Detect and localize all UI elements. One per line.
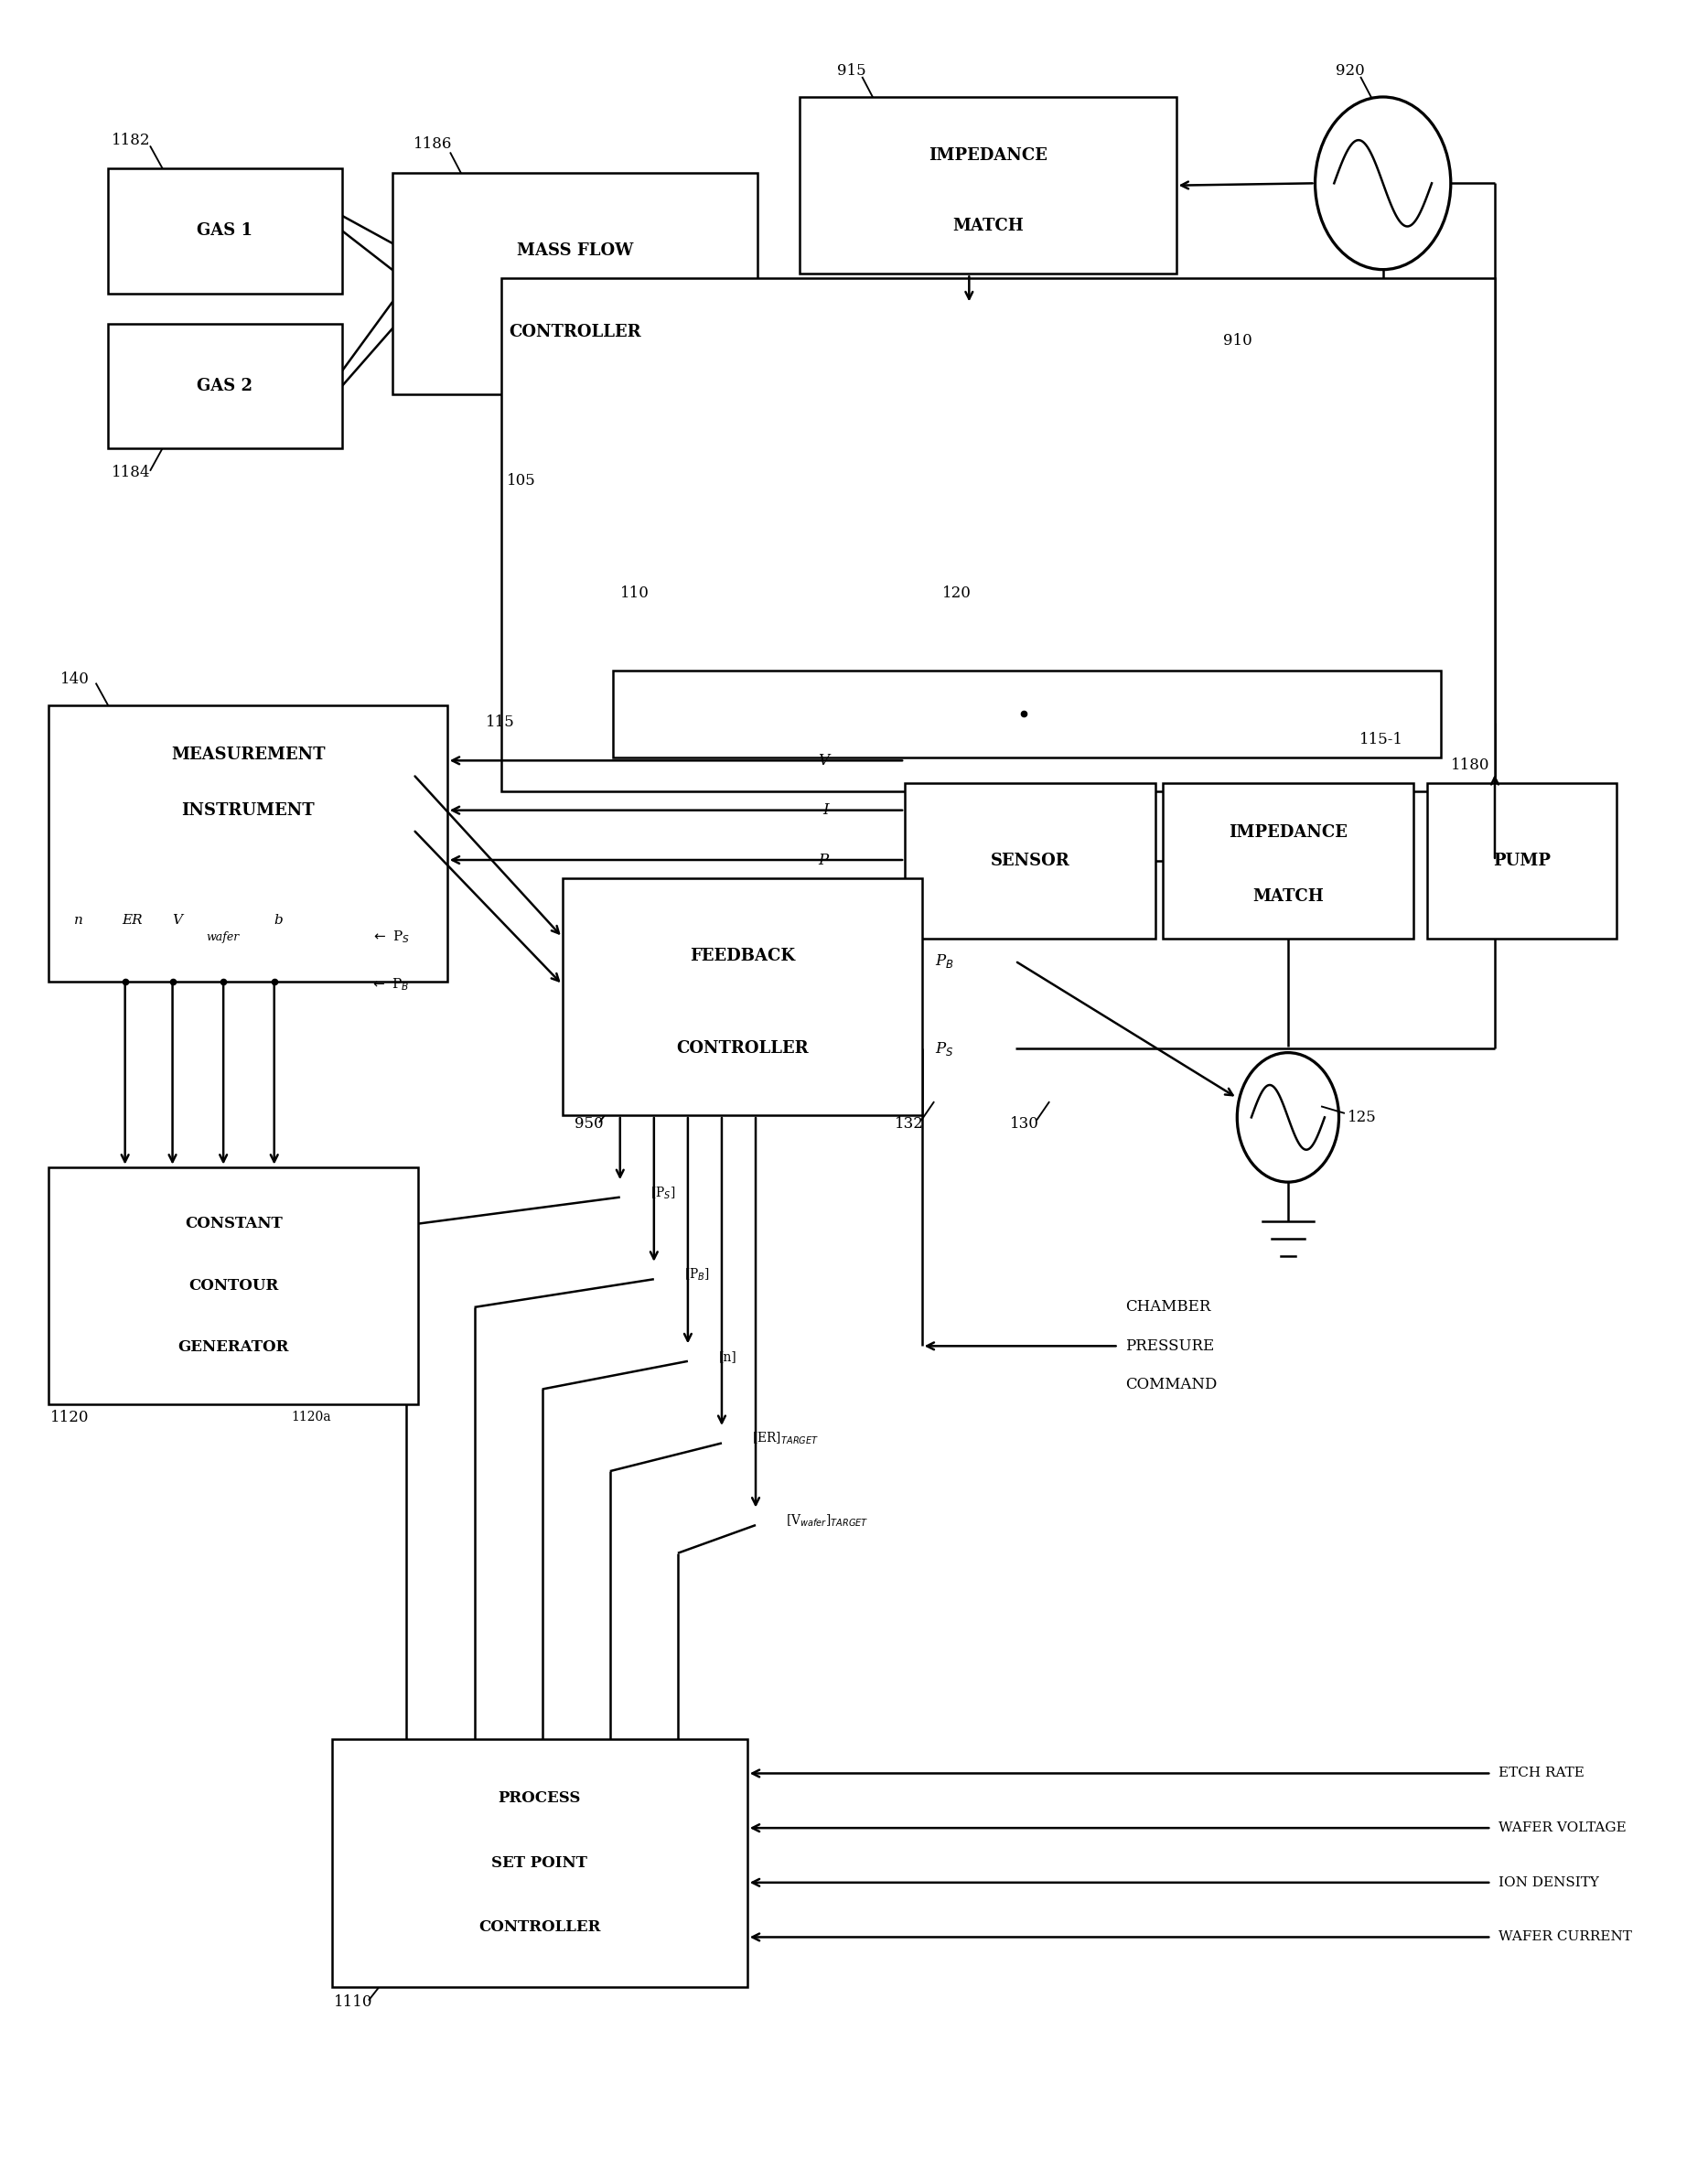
Text: P$_S$: P$_S$ (936, 1039, 955, 1057)
Text: CONSTANT: CONSTANT (184, 1215, 282, 1233)
Text: MEASUREMENT: MEASUREMENT (171, 746, 325, 764)
Text: [ER]$_{TARGET}$: [ER]$_{TARGET}$ (752, 1430, 820, 1447)
Text: IMPEDANCE: IMPEDANCE (1228, 825, 1348, 842)
Text: MATCH: MATCH (953, 217, 1023, 234)
FancyBboxPatch shape (1163, 783, 1414, 937)
Text: 1182: 1182 (111, 132, 150, 148)
FancyBboxPatch shape (108, 167, 342, 293)
Text: 140: 140 (60, 673, 91, 688)
FancyBboxPatch shape (799, 98, 1177, 273)
Text: WAFER CURRENT: WAFER CURRENT (1498, 1931, 1631, 1944)
Text: P: P (818, 853, 828, 868)
Text: V: V (818, 753, 828, 768)
Text: 1186: 1186 (413, 137, 453, 152)
Text: [n]: [n] (719, 1350, 736, 1363)
Text: b: b (275, 914, 284, 927)
Text: ETCH RATE: ETCH RATE (1498, 1766, 1583, 1779)
Text: PUMP: PUMP (1493, 853, 1551, 868)
Text: 1120: 1120 (51, 1410, 89, 1426)
Text: GAS 2: GAS 2 (196, 378, 253, 395)
Text: 120: 120 (943, 586, 972, 601)
FancyBboxPatch shape (393, 171, 757, 395)
Text: ER: ER (121, 914, 142, 927)
Text: 105: 105 (507, 473, 536, 488)
Text: FEEDBACK: FEEDBACK (690, 948, 794, 963)
Text: SET POINT: SET POINT (492, 1855, 588, 1871)
FancyBboxPatch shape (50, 705, 447, 981)
Text: CONTOUR: CONTOUR (188, 1278, 278, 1293)
Text: IMPEDANCE: IMPEDANCE (929, 148, 1047, 163)
Text: wafer: wafer (207, 931, 239, 944)
FancyBboxPatch shape (613, 671, 1440, 757)
Text: WAFER VOLTAGE: WAFER VOLTAGE (1498, 1821, 1626, 1834)
Text: SENSOR: SENSOR (991, 853, 1069, 868)
Text: PRESSURE: PRESSURE (1126, 1339, 1214, 1354)
Text: V: V (173, 914, 183, 927)
FancyBboxPatch shape (905, 783, 1156, 937)
Text: 910: 910 (1223, 332, 1252, 349)
Text: 950: 950 (574, 1115, 603, 1131)
Text: PROCESS: PROCESS (499, 1790, 581, 1805)
Text: CHAMBER: CHAMBER (1126, 1300, 1211, 1315)
Text: [V$_{wafer}$]$_{TARGET}$: [V$_{wafer}$]$_{TARGET}$ (786, 1512, 869, 1528)
Text: 1180: 1180 (1450, 757, 1489, 773)
Text: I: I (823, 803, 828, 818)
FancyBboxPatch shape (562, 879, 922, 1115)
Text: 115: 115 (487, 714, 516, 731)
Text: GENERATOR: GENERATOR (178, 1339, 289, 1354)
Text: MASS FLOW: MASS FLOW (518, 243, 634, 258)
Text: INSTRUMENT: INSTRUMENT (181, 803, 314, 818)
Text: 915: 915 (837, 63, 866, 78)
Text: 920: 920 (1336, 63, 1365, 78)
FancyBboxPatch shape (108, 323, 342, 449)
Text: 1120a: 1120a (290, 1410, 331, 1424)
Text: 110: 110 (620, 586, 649, 601)
Text: ION DENSITY: ION DENSITY (1498, 1877, 1599, 1888)
FancyBboxPatch shape (50, 1167, 418, 1404)
Text: $\leftarrow$ P$_B$: $\leftarrow$ P$_B$ (371, 977, 410, 994)
Text: MATCH: MATCH (1252, 888, 1324, 905)
Text: 115-1: 115-1 (1360, 731, 1402, 749)
Text: GAS 1: GAS 1 (196, 224, 253, 239)
Text: CONTROLLER: CONTROLLER (676, 1042, 808, 1057)
FancyBboxPatch shape (502, 278, 1494, 792)
Text: 125: 125 (1348, 1109, 1377, 1124)
Text: n: n (73, 914, 84, 927)
FancyBboxPatch shape (331, 1738, 746, 1988)
FancyBboxPatch shape (1426, 783, 1617, 937)
Text: COMMAND: COMMAND (1126, 1378, 1218, 1393)
Text: 132: 132 (895, 1115, 924, 1131)
Text: $\leftarrow$ P$_S$: $\leftarrow$ P$_S$ (371, 929, 410, 946)
Text: 1110: 1110 (333, 1994, 372, 2009)
Text: 1184: 1184 (111, 464, 150, 480)
Text: CONTROLLER: CONTROLLER (478, 1920, 601, 1936)
Text: 130: 130 (1009, 1115, 1038, 1131)
Text: [P$_B$]: [P$_B$] (685, 1267, 711, 1282)
Text: [P$_S$]: [P$_S$] (651, 1185, 676, 1200)
Text: P$_B$: P$_B$ (936, 953, 955, 970)
Text: CONTROLLER: CONTROLLER (509, 323, 640, 341)
